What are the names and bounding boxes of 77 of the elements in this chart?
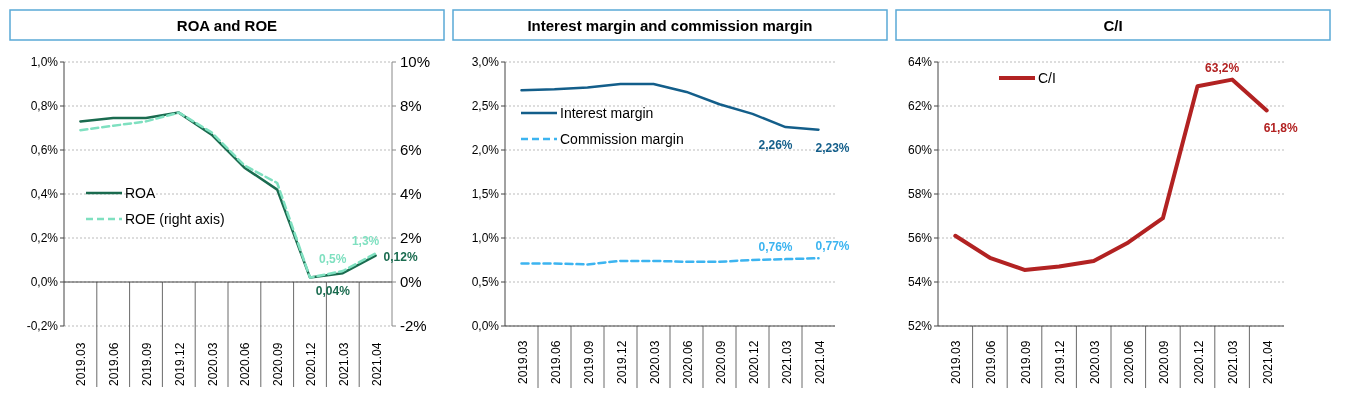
x-tick-label: 2019.09 [581,340,596,384]
x-tick-label: 2021.03 [336,342,351,386]
x-tick-label: 2020.06 [680,340,695,384]
x-tick-label: 2019.06 [548,340,563,384]
y2-tick-label: 0% [400,273,422,290]
x-tick-label: 2020.09 [713,340,728,384]
data-label: 0,77% [815,239,850,254]
data-label: 2,23% [815,140,850,155]
chart-title: Interest margin and commission margin [527,17,813,34]
x-tick-label: 2021.03 [779,340,794,384]
y-tick-label: 1,0% [30,55,59,69]
x-tick-label: 2021.03 [1226,340,1241,384]
line-series [520,82,820,132]
x-tick-label: 2019.12 [172,342,187,386]
x-tick-label: 2020.12 [746,340,761,384]
x-tick-label: 2020.12 [304,342,318,386]
y-tick-label: 62% [907,99,933,113]
data-label: 1,3% [351,234,380,249]
data-label: 2,26% [758,138,793,153]
data-label: 0,12% [383,249,418,264]
y-tick-label: 58% [907,187,933,201]
legend-label: ROE (right axis) [125,211,225,227]
legend-label: Interest margin [560,105,654,121]
x-tick-label: 2020.12 [1191,340,1206,384]
y-tick-label: 54% [907,275,933,289]
x-tick-label: 2019.12 [1053,340,1068,384]
y2-tick-label: 2% [400,229,422,246]
chart-title: ROA and ROE [176,17,278,34]
y-tick-label: 64% [907,55,933,69]
x-tick-label: 2020.06 [238,342,253,386]
x-tick-label: 2019.09 [1018,340,1033,384]
data-label: 61,8% [1263,121,1299,136]
y2-tick-label: 4% [400,185,422,202]
x-tick-label: 2020.09 [271,342,286,386]
x-tick-label: 2021.04 [369,342,384,386]
x-tick-label: 2019.03 [949,340,964,384]
y-tick-label: 1,5% [471,187,500,201]
y-tick-label: 0,8% [30,99,59,113]
y-tick-label: 3,0% [471,55,500,69]
x-tick-label: 2019.12 [614,340,629,384]
x-tick-label: 2019.09 [140,342,154,386]
y-tick-label: 0,4% [30,187,59,201]
x-tick-label: 2020.03 [205,342,220,386]
y-tick-label: 0,2% [30,231,59,245]
y-tick-label: 56% [907,231,933,245]
x-tick-label: 2019.03 [515,340,530,384]
y-tick-label: -0,2% [26,319,59,333]
line-series [520,256,820,266]
x-tick-label: 2019.06 [107,342,122,386]
y2-tick-label: -2% [400,317,427,334]
data-label: 63,2% [1205,60,1240,75]
x-tick-label: 2019.03 [74,342,89,386]
y-tick-label: 60% [907,143,933,157]
x-tick-label: 2020.09 [1156,340,1171,384]
y2-tick-label: 10% [400,53,431,70]
y-tick-label: 0,0% [30,275,59,289]
x-tick-label: 2019.06 [983,340,998,384]
y-tick-label: 0,0% [471,319,500,333]
y-tick-label: 52% [907,319,933,333]
x-tick-label: 2021.04 [1260,340,1275,384]
data-label: 0,76% [758,240,793,255]
legend-label: Commission margin [560,131,684,147]
x-tick-label: 2020.03 [1087,340,1102,384]
x-tick-label: 2020.03 [647,340,662,384]
x-tick-label: 2020.06 [1122,340,1137,384]
y2-tick-label: 8% [400,97,422,114]
y2-tick-label: 6% [400,141,422,158]
y-tick-label: 1,0% [471,231,500,245]
y-tick-label: 0,6% [30,143,59,157]
y-tick-label: 0,5% [471,275,500,289]
x-tick-label: 2021.04 [812,340,827,384]
data-label: 0,5% [319,252,347,266]
legend-label: C/I [1038,70,1056,86]
y-tick-label: 2,5% [471,99,500,113]
chart-title: C/I [1103,17,1123,34]
y-tick-label: 2,0% [471,143,500,157]
legend-label: ROA [125,185,156,201]
